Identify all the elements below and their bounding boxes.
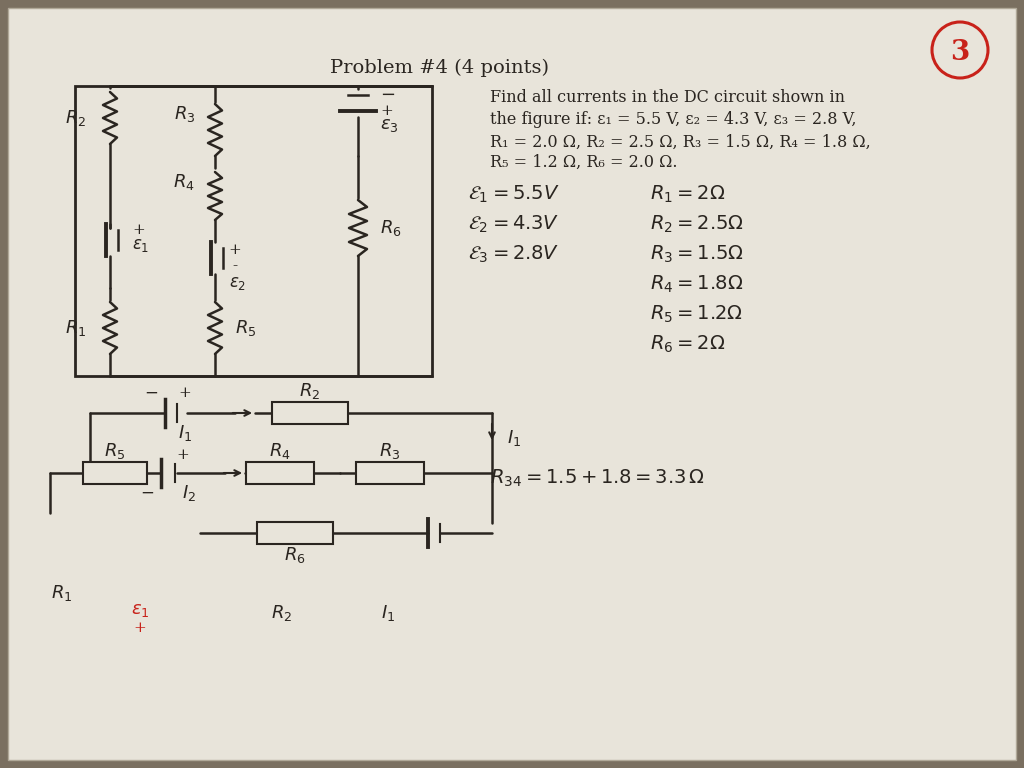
Bar bbox=[356, 462, 424, 484]
Text: Problem #4 (4 points): Problem #4 (4 points) bbox=[331, 59, 550, 77]
Text: +: + bbox=[380, 104, 393, 118]
Text: 3: 3 bbox=[950, 38, 970, 65]
Text: $R_4$: $R_4$ bbox=[269, 441, 291, 461]
Text: −: − bbox=[140, 485, 154, 502]
Text: $R_{34} = 1.5 + 1.8 = 3.3\,\Omega$: $R_{34} = 1.5 + 1.8 = 3.3\,\Omega$ bbox=[490, 468, 706, 488]
Bar bbox=[75, 86, 432, 376]
Text: $I_1$: $I_1$ bbox=[507, 428, 521, 448]
Text: +: + bbox=[176, 448, 189, 462]
Bar bbox=[257, 522, 333, 544]
Text: R₅ = 1.2 Ω, R₆ = 2.0 Ω.: R₅ = 1.2 Ω, R₆ = 2.0 Ω. bbox=[490, 154, 678, 170]
Text: $R_1$: $R_1$ bbox=[51, 583, 73, 603]
Text: −: − bbox=[380, 86, 395, 104]
Text: $\mathcal{E}_2 = 4.3V$: $\mathcal{E}_2 = 4.3V$ bbox=[468, 214, 559, 235]
Text: $R_3$: $R_3$ bbox=[379, 441, 400, 461]
Text: $R_5$: $R_5$ bbox=[104, 441, 126, 461]
Text: R₁ = 2.0 Ω, R₂ = 2.5 Ω, R₃ = 1.5 Ω, R₄ = 1.8 Ω,: R₁ = 2.0 Ω, R₂ = 2.5 Ω, R₃ = 1.5 Ω, R₄ =… bbox=[490, 134, 870, 151]
Bar bbox=[246, 462, 314, 484]
Text: $R_2$: $R_2$ bbox=[299, 381, 321, 401]
Text: $R_6$: $R_6$ bbox=[284, 545, 306, 565]
Text: $R_6$: $R_6$ bbox=[380, 218, 401, 238]
Text: $R_1 = 2\Omega$: $R_1 = 2\Omega$ bbox=[650, 184, 725, 204]
Text: $R_5 = 1.2\Omega$: $R_5 = 1.2\Omega$ bbox=[650, 303, 742, 325]
Text: $R_6 = 2\Omega$: $R_6 = 2\Omega$ bbox=[650, 333, 725, 355]
Bar bbox=[83, 462, 147, 484]
Text: $R_3$: $R_3$ bbox=[173, 104, 195, 124]
Text: $I_1$: $I_1$ bbox=[381, 603, 395, 623]
Text: -: - bbox=[232, 259, 238, 273]
Text: $R_3 = 1.5\Omega$: $R_3 = 1.5\Omega$ bbox=[650, 243, 743, 265]
Text: $R_2 = 2.5\Omega$: $R_2 = 2.5\Omega$ bbox=[650, 214, 743, 235]
Text: Find all currents in the DC circuit shown in: Find all currents in the DC circuit show… bbox=[490, 90, 845, 107]
Text: −: − bbox=[144, 385, 158, 402]
Text: +: + bbox=[178, 386, 191, 400]
Text: +: + bbox=[132, 223, 144, 237]
Text: $\varepsilon_1$: $\varepsilon_1$ bbox=[131, 601, 150, 619]
Text: $\varepsilon_1$: $\varepsilon_1$ bbox=[132, 237, 150, 254]
Text: $\mathcal{E}_3 = 2.8V$: $\mathcal{E}_3 = 2.8V$ bbox=[468, 243, 559, 265]
Text: $R_2$: $R_2$ bbox=[271, 603, 293, 623]
Text: +: + bbox=[228, 243, 242, 257]
Text: $\varepsilon_2$: $\varepsilon_2$ bbox=[229, 276, 246, 293]
Text: the figure if: ε₁ = 5.5 V, ε₂ = 4.3 V, ε₃ = 2.8 V,: the figure if: ε₁ = 5.5 V, ε₂ = 4.3 V, ε… bbox=[490, 111, 856, 128]
Text: $R_2$: $R_2$ bbox=[65, 108, 86, 128]
Text: $I_2$: $I_2$ bbox=[182, 483, 196, 503]
Text: $I_1$: $I_1$ bbox=[178, 423, 193, 443]
Text: +: + bbox=[133, 621, 146, 635]
Text: $R_4 = 1.8\Omega$: $R_4 = 1.8\Omega$ bbox=[650, 273, 743, 295]
Text: $R_5$: $R_5$ bbox=[234, 318, 256, 338]
Bar bbox=[272, 402, 348, 424]
Text: $R_4$: $R_4$ bbox=[173, 172, 195, 192]
Text: $R_1$: $R_1$ bbox=[65, 318, 86, 338]
Text: $\varepsilon_3$: $\varepsilon_3$ bbox=[380, 116, 398, 134]
Text: $\mathcal{E}_1 = 5.5V$: $\mathcal{E}_1 = 5.5V$ bbox=[468, 184, 560, 204]
